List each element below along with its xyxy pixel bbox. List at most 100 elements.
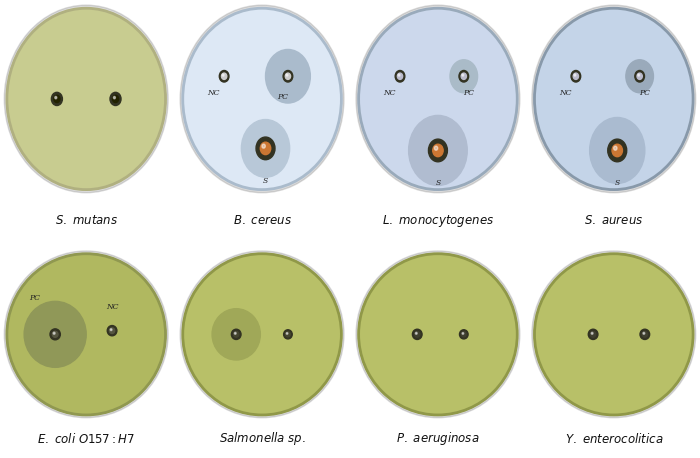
Text: PC: PC [277,93,288,101]
Circle shape [212,309,260,360]
Ellipse shape [180,5,344,193]
Circle shape [637,73,643,79]
Circle shape [260,142,271,155]
Text: $\it{Y.\ enterocolitica}$: $\it{Y.\ enterocolitica}$ [565,432,663,446]
Circle shape [428,139,447,162]
Text: PC: PC [463,89,475,97]
Circle shape [54,95,60,103]
Ellipse shape [356,251,520,418]
Ellipse shape [532,251,696,418]
Circle shape [573,73,578,79]
Circle shape [232,329,241,339]
Text: NC: NC [559,89,572,97]
Circle shape [590,332,596,337]
Circle shape [110,329,112,331]
Circle shape [234,332,239,337]
Circle shape [241,120,290,177]
Text: PC: PC [639,89,650,97]
Circle shape [284,330,292,339]
Circle shape [612,144,622,157]
Text: $\it{S.\ aureus}$: $\it{S.\ aureus}$ [584,214,643,227]
Circle shape [588,329,598,339]
Ellipse shape [4,5,168,193]
Circle shape [221,73,227,79]
Circle shape [571,71,581,82]
Circle shape [50,329,60,340]
Circle shape [24,301,86,367]
Circle shape [635,71,645,82]
Ellipse shape [4,251,168,418]
Circle shape [409,115,467,185]
Circle shape [51,93,62,105]
Ellipse shape [356,5,520,193]
Ellipse shape [532,5,696,193]
Circle shape [415,333,417,334]
Circle shape [398,74,400,76]
Text: PC: PC [29,294,40,302]
Ellipse shape [7,254,165,415]
Circle shape [626,60,653,93]
Circle shape [640,329,650,339]
Circle shape [589,117,645,183]
Circle shape [234,333,236,334]
Circle shape [219,71,229,82]
Circle shape [398,73,402,79]
Text: $\it{P.\ aeruginosa}$: $\it{P.\ aeruginosa}$ [396,430,480,447]
Circle shape [107,326,117,336]
Text: S: S [615,180,620,187]
Circle shape [642,332,648,337]
Circle shape [462,74,463,76]
Ellipse shape [535,254,693,415]
Circle shape [643,333,645,334]
Ellipse shape [7,8,165,190]
Circle shape [461,73,466,79]
Circle shape [461,332,466,337]
Ellipse shape [358,254,517,415]
Circle shape [459,330,468,339]
Circle shape [223,74,224,76]
Circle shape [53,332,55,334]
Text: $\it{L.\ monocytogenes}$: $\it{L.\ monocytogenes}$ [382,213,494,229]
Circle shape [462,333,463,334]
Circle shape [574,74,576,76]
Circle shape [592,333,593,334]
Circle shape [286,332,290,337]
Circle shape [638,74,640,76]
Circle shape [265,49,310,103]
Circle shape [283,71,293,82]
Circle shape [113,97,116,99]
Circle shape [110,93,121,105]
Circle shape [450,60,477,93]
Text: NC: NC [207,89,220,97]
Ellipse shape [183,254,342,415]
Text: S: S [435,180,440,187]
Circle shape [286,74,288,76]
Circle shape [113,95,118,103]
Circle shape [412,329,422,339]
Text: $\it{Salmonella\ sp.}$: $\it{Salmonella\ sp.}$ [218,430,305,447]
Ellipse shape [358,8,517,190]
Circle shape [395,71,405,82]
Circle shape [608,139,626,162]
Ellipse shape [535,8,693,190]
Circle shape [433,144,443,157]
Circle shape [614,146,617,150]
Circle shape [52,331,58,338]
Text: $\it{E.\ coli\ O157:H7}$: $\it{E.\ coli\ O157:H7}$ [37,432,135,446]
Text: NC: NC [106,303,118,311]
Circle shape [459,71,468,82]
Circle shape [256,137,275,160]
Ellipse shape [180,251,344,418]
Circle shape [262,144,265,148]
Circle shape [109,328,115,333]
Ellipse shape [183,8,342,190]
Circle shape [55,97,57,99]
Text: S: S [263,177,268,185]
Circle shape [286,333,288,334]
Circle shape [286,73,290,79]
Text: $\it{S.\ mutans}$: $\it{S.\ mutans}$ [55,214,118,227]
Text: $\it{B.\ cereus}$: $\it{B.\ cereus}$ [232,214,292,227]
Circle shape [434,146,438,150]
Circle shape [414,332,420,337]
Text: NC: NC [384,89,396,97]
